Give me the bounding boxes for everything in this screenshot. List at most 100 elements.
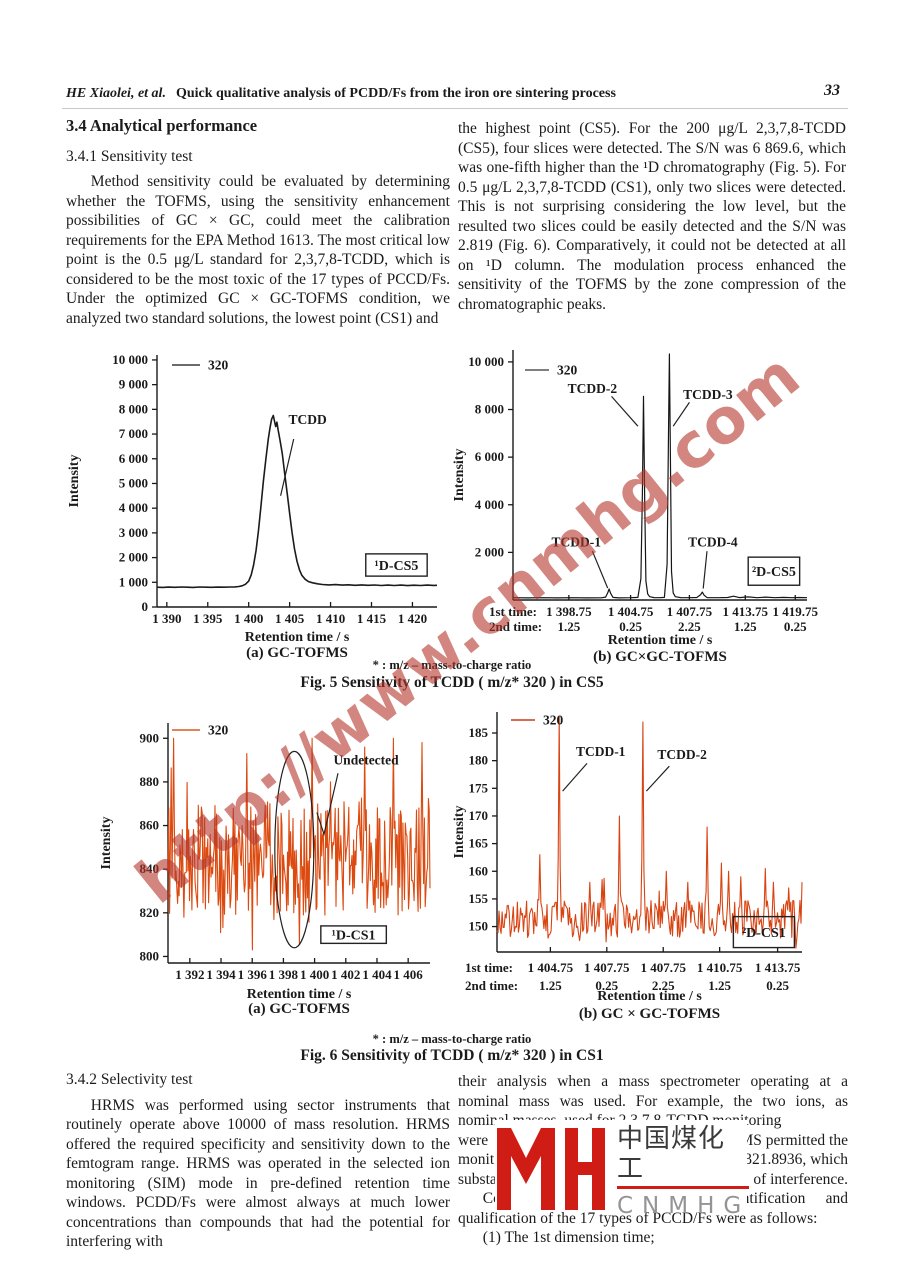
y-tick-label: 3 000	[119, 525, 148, 540]
series-trace	[496, 715, 803, 949]
peak-annotation: TCDD-3	[683, 387, 733, 402]
column-label: ¹D-CS1	[332, 929, 376, 944]
column-label: ²D-CS5	[752, 565, 796, 580]
y-tick-label: 820	[140, 905, 160, 920]
y-tick-label: 185	[469, 725, 489, 740]
cnmhg-logo-watermark: 中国煤化工 CNMHG	[495, 1120, 749, 1219]
occluded-line-2: monit 321.8936, which	[458, 1150, 848, 1170]
x-tick-label-2nd-time: 0.25	[784, 619, 807, 634]
y-tick-label: 9 000	[119, 377, 148, 392]
x-axis-label: Retention time / s	[608, 633, 713, 648]
y-axis-label: Intensity	[452, 806, 467, 859]
peak-annotation: TCDD-4	[688, 534, 738, 549]
x-tick-label-1st-time: 1 410.75	[697, 960, 743, 975]
y-tick-label: 150	[469, 919, 489, 934]
occluded-line-3-left: substa	[458, 1170, 497, 1188]
annotation-leader-line	[591, 550, 609, 589]
column-label-box	[732, 915, 796, 949]
occluded-line-2-left: monit	[458, 1151, 495, 1168]
x-axis-row1-prefix: 1st time:	[489, 604, 537, 619]
x-tick-label: 1 415	[357, 611, 387, 626]
x-tick-label-2nd-time: 1.25	[734, 619, 757, 634]
x-axis-label: Retention time / s	[245, 630, 350, 645]
x-axis-row2-prefix: 2nd time:	[465, 978, 518, 993]
occluded-line-3: substa of interference.	[458, 1170, 848, 1190]
x-tick-label-1st-time: 1 419.75	[772, 604, 818, 619]
subfigure-caption: (a) GC-TOFMS	[248, 1001, 350, 1017]
y-tick-label: 10 000	[112, 352, 148, 367]
x-tick-label: 1 396	[238, 967, 268, 982]
y-axis-label: Intensity	[67, 455, 82, 508]
x-tick-label-1st-time: 1 407.75	[584, 960, 630, 975]
column-top-right: the highest point (CS5). For the 200 μg/…	[458, 119, 846, 314]
y-tick-label: 170	[469, 808, 489, 823]
fig6-footnote: * : m/z – mass-to-charge ratio	[372, 1032, 532, 1046]
x-tick-label: 1 395	[193, 611, 223, 626]
chart-fig5a-gc-tofms: 0 1 000 2 000 3 000 4 000 5 000 6 000 7 000 8 00…	[67, 352, 438, 661]
cnmhg-logo-latin: CNMHG	[617, 1193, 751, 1219]
y-tick-label: 4 000	[119, 500, 148, 515]
legend-label: 320	[208, 723, 229, 738]
cnmhg-logo-underline	[617, 1186, 749, 1189]
header-rule	[62, 108, 848, 109]
x-tick-label: 1 400	[300, 967, 329, 982]
y-tick-label: 1 000	[119, 574, 148, 589]
y-tick-label: 2 000	[119, 550, 148, 565]
page-number: 33	[824, 82, 840, 99]
y-tick-label: 840	[140, 861, 160, 876]
fig5-caption: Fig. 5 Sensitivity of TCDD ( m/z* 320 ) …	[300, 674, 604, 691]
y-tick-label: 6 000	[119, 451, 148, 466]
x-tick-label: 1 390	[152, 611, 181, 626]
x-tick-label-1st-time: 1 407.75	[667, 604, 713, 619]
column-label: ²D-CS1	[742, 926, 786, 941]
x-tick-label: 1 405	[275, 611, 305, 626]
section-3-4-1-heading: 3.4.1 Sensitivity test	[66, 147, 193, 165]
x-tick-label: 1 420	[398, 611, 427, 626]
fig5-footnote: * : m/z – mass-to-charge ratio	[372, 658, 532, 672]
section-3-4-2-heading: 3.4.2 Selectivity test	[66, 1071, 193, 1088]
column-label: ¹D-CS5	[375, 559, 419, 574]
y-tick-label: 4 000	[475, 497, 504, 512]
paragraph-sensitivity-right: the highest point (CS5). For the 200 μg/…	[458, 120, 846, 313]
x-tick-label: 1 402	[331, 967, 360, 982]
column-label-box	[747, 556, 801, 586]
annotation-leader-line	[645, 765, 670, 792]
column-label-box	[320, 925, 388, 945]
x-tick-label-2nd-time: 1.25	[708, 978, 731, 993]
y-tick-label: 10 000	[468, 354, 504, 369]
cnmhg-logo-text: 中国煤化工 CNMHG	[617, 1120, 750, 1221]
column-label-box	[365, 553, 428, 577]
series-trace	[512, 353, 808, 599]
column-bottom-left: 3.4.2 Selectivity test HRMS was performe…	[66, 1070, 450, 1252]
y-tick-label: 6 000	[475, 449, 504, 464]
x-tick-label: 1 392	[175, 967, 204, 982]
x-tick-label-1st-time: 1 413.75	[723, 604, 769, 619]
x-axis-row2-prefix: 2nd time:	[489, 619, 542, 634]
subfigure-caption: (b) GC × GC-TOFMS	[579, 1006, 720, 1022]
cnmhg-logo-mark-icon	[495, 1120, 607, 1212]
running-header: HE Xiaolei, et al. Quick qualitative anal…	[66, 86, 766, 102]
list-item-1st-dimension: (1) The 1st dimension time;	[482, 1229, 655, 1246]
subfigure-caption: (b) GC×GC-TOFMS	[593, 649, 727, 665]
y-tick-label: 900	[140, 730, 160, 745]
header-authors: HE Xiaolei, et al.	[66, 86, 166, 101]
x-axis-row1-prefix: 1st time:	[465, 960, 513, 975]
header-title: Quick qualitative analysis of PCDD/Fs fr…	[175, 86, 616, 101]
x-tick-label-2nd-time: 0.25	[595, 978, 618, 993]
cnmhg-logo-chinese: 中国煤化工	[617, 1124, 726, 1184]
annotation-leader-line	[702, 551, 708, 589]
y-tick-label: 0	[142, 599, 149, 614]
x-axis-label: Retention time / s	[247, 987, 352, 1002]
x-axis-label: Retention time / s	[597, 989, 702, 1004]
paragraph-selectivity-left: HRMS was performed using sector instrume…	[66, 1096, 450, 1251]
x-tick-label: 1 406	[394, 967, 424, 982]
occluded-line-1: were MS permitted the	[458, 1131, 848, 1151]
occluded-line-1-left: were	[458, 1131, 489, 1149]
y-tick-label: 880	[140, 774, 160, 789]
x-tick-label: 1 400	[234, 611, 263, 626]
y-tick-label: 160	[469, 863, 489, 878]
x-tick-label-2nd-time: 1.25	[539, 978, 562, 993]
annotation-leader-line	[316, 773, 339, 837]
